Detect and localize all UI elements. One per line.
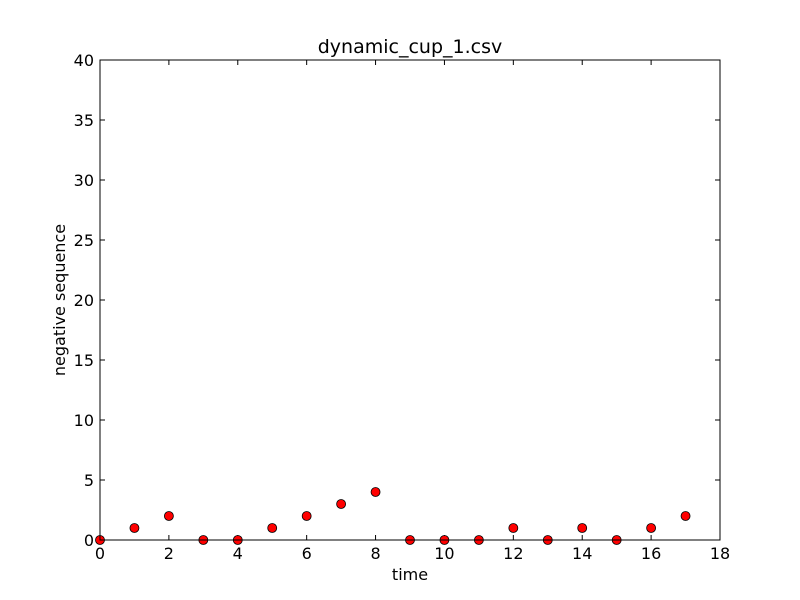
data-point	[129, 523, 140, 533]
x-tick-label: 14	[572, 544, 592, 563]
data-point	[336, 499, 347, 509]
axis-ticks	[99, 59, 721, 541]
data-point	[163, 511, 174, 521]
data-point	[370, 487, 381, 497]
x-tick-label: 2	[164, 544, 174, 563]
x-tick-labels: 0 2 4 6 8 10 12 14 16 18	[95, 544, 730, 563]
x-tick-label: 8	[370, 544, 380, 563]
data-points	[95, 487, 691, 545]
y-tick-label: 40	[74, 51, 94, 70]
x-tick-label: 0	[95, 544, 105, 563]
y-tick-labels: 0 5 10 15 20 25 30 35 40	[74, 51, 94, 550]
y-tick-label: 0	[84, 531, 94, 550]
plot-area-frame	[99, 59, 721, 541]
y-tick-label: 30	[74, 171, 94, 190]
x-tick-label: 18	[710, 544, 730, 563]
x-axis-label: time	[392, 565, 428, 584]
x-tick-label: 4	[233, 544, 243, 563]
x-tick-label: 16	[641, 544, 661, 563]
y-tick-label: 10	[74, 411, 94, 430]
data-point	[577, 523, 588, 533]
y-tick-label: 25	[74, 231, 94, 250]
data-point	[508, 523, 519, 533]
y-tick-label: 20	[74, 291, 94, 310]
y-axis-label: negative sequence	[50, 224, 69, 376]
data-point	[267, 523, 278, 533]
chart-title: dynamic_cup_1.csv	[318, 36, 503, 58]
data-point	[301, 511, 312, 521]
x-tick-label: 6	[302, 544, 312, 563]
y-tick-label: 5	[84, 471, 94, 490]
data-point	[646, 523, 657, 533]
y-tick-label: 35	[74, 111, 94, 130]
x-tick-label: 12	[503, 544, 523, 563]
y-tick-label: 15	[74, 351, 94, 370]
x-tick-label: 10	[434, 544, 454, 563]
data-point	[680, 511, 691, 521]
